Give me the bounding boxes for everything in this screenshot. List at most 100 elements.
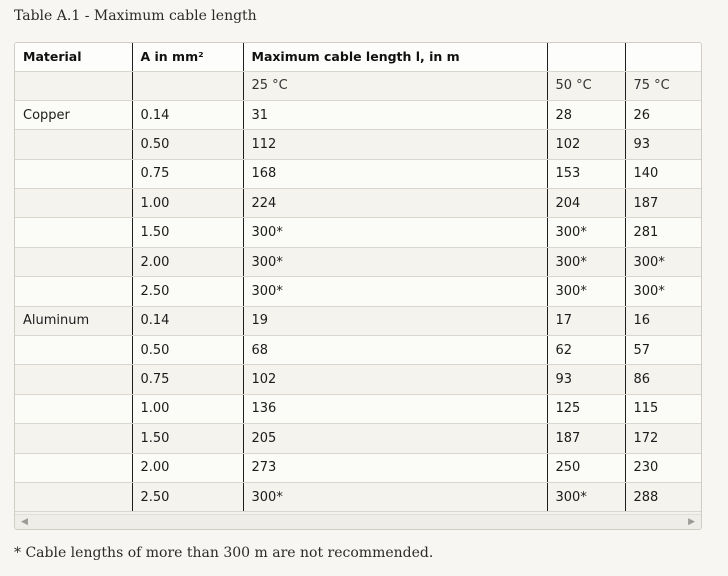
header-empty: [547, 43, 626, 72]
cell-material: [15, 129, 133, 160]
cell-area: 1.00: [132, 188, 244, 219]
temp-cell-empty: [15, 71, 133, 101]
table-row: 0.75 102 93 86: [15, 364, 701, 395]
cell-length-50c: 93: [547, 364, 626, 395]
cell-length-75c: 140: [625, 159, 701, 190]
header-material: Material: [15, 43, 133, 72]
temperature-row: 25 °C 50 °C 75 °C: [15, 71, 701, 101]
table-row: 0.50 68 62 57: [15, 335, 701, 366]
table-row: Copper 0.14 31 28 26: [15, 100, 701, 131]
cell-length-50c: 204: [547, 188, 626, 219]
cell-length-75c: 172: [625, 423, 701, 454]
cell-material: [15, 364, 133, 395]
cell-material: [15, 247, 133, 278]
cell-length-75c: 26: [625, 100, 701, 131]
cell-area: 1.50: [132, 217, 244, 248]
cell-length-25c: 300*: [243, 482, 548, 513]
cell-length-75c: 187: [625, 188, 701, 219]
cell-length-25c: 168: [243, 159, 548, 190]
cell-length-50c: 28: [547, 100, 626, 131]
cell-length-50c: 300*: [547, 247, 626, 278]
table-row: 0.50 112 102 93: [15, 129, 701, 160]
cell-length-25c: 273: [243, 453, 548, 483]
cell-area: 0.14: [132, 306, 244, 337]
cell-length-25c: 31: [243, 100, 548, 131]
cell-material: Aluminum: [15, 306, 133, 337]
horizontal-scrollbar[interactable]: ◀ ▶: [15, 514, 701, 529]
cell-area: 0.50: [132, 129, 244, 160]
cell-length-50c: 17: [547, 306, 626, 337]
cell-length-25c: 136: [243, 394, 548, 425]
temp-25: 25 °C: [243, 71, 548, 101]
cell-material: [15, 159, 133, 190]
scroll-left-arrow-icon[interactable]: ◀: [21, 517, 28, 527]
cable-length-table: Material A in mm² Maximum cable length l…: [15, 43, 701, 513]
cell-area: 2.50: [132, 482, 244, 513]
table-caption: Table A.1 - Maximum cable length: [14, 8, 257, 24]
temp-cell-empty: [132, 71, 244, 101]
cell-material: [15, 335, 133, 366]
cell-length-75c: 230: [625, 453, 701, 483]
table-row: 2.00 300* 300* 300*: [15, 247, 701, 278]
cell-area: 2.00: [132, 247, 244, 278]
table-row: 1.50 205 187 172: [15, 423, 701, 454]
cell-length-50c: 250: [547, 453, 626, 483]
cell-length-75c: 86: [625, 364, 701, 395]
cell-area: 2.50: [132, 276, 244, 307]
cell-length-25c: 112: [243, 129, 548, 160]
cell-area: 1.50: [132, 423, 244, 454]
cell-area: 0.75: [132, 364, 244, 395]
cell-material: [15, 423, 133, 454]
table-row: 2.50 300* 300* 300*: [15, 276, 701, 307]
table-row: 2.50 300* 300* 288: [15, 482, 701, 513]
table-row: Aluminum 0.14 19 17 16: [15, 306, 701, 337]
cell-material: [15, 276, 133, 307]
cell-length-50c: 62: [547, 335, 626, 366]
cell-length-25c: 224: [243, 188, 548, 219]
cell-length-75c: 115: [625, 394, 701, 425]
cell-length-75c: 288: [625, 482, 701, 513]
cell-length-25c: 300*: [243, 276, 548, 307]
table-scroll-container[interactable]: Material A in mm² Maximum cable length l…: [14, 42, 702, 530]
cell-length-25c: 300*: [243, 247, 548, 278]
cell-length-75c: 16: [625, 306, 701, 337]
temp-75: 75 °C: [625, 71, 701, 101]
cell-material: [15, 482, 133, 513]
cell-length-75c: 93: [625, 129, 701, 160]
cell-area: 0.14: [132, 100, 244, 131]
cell-length-50c: 300*: [547, 217, 626, 248]
cell-area: 1.00: [132, 394, 244, 425]
table-row: 1.00 224 204 187: [15, 188, 701, 219]
cell-length-50c: 102: [547, 129, 626, 160]
cell-length-50c: 153: [547, 159, 626, 190]
table-row: 1.00 136 125 115: [15, 394, 701, 425]
table-row: 1.50 300* 300* 281: [15, 217, 701, 248]
cell-material: [15, 394, 133, 425]
cell-length-75c: 300*: [625, 276, 701, 307]
cell-length-25c: 300*: [243, 217, 548, 248]
cell-area: 0.50: [132, 335, 244, 366]
cell-length-25c: 102: [243, 364, 548, 395]
footnote: * Cable lengths of more than 300 m are n…: [14, 545, 434, 561]
cell-length-75c: 281: [625, 217, 701, 248]
cell-length-50c: 300*: [547, 482, 626, 513]
temp-50: 50 °C: [547, 71, 626, 101]
cell-length-75c: 57: [625, 335, 701, 366]
cell-length-25c: 68: [243, 335, 548, 366]
cell-length-25c: 19: [243, 306, 548, 337]
cell-area: 2.00: [132, 453, 244, 483]
cell-length-75c: 300*: [625, 247, 701, 278]
scroll-right-arrow-icon[interactable]: ▶: [688, 517, 695, 527]
header-area: A in mm²: [132, 43, 244, 72]
cell-material: Copper: [15, 100, 133, 131]
cell-length-50c: 300*: [547, 276, 626, 307]
cell-material: [15, 453, 133, 483]
cell-length-50c: 187: [547, 423, 626, 454]
cell-material: [15, 217, 133, 248]
header-empty: [625, 43, 701, 72]
cell-length-25c: 205: [243, 423, 548, 454]
table-row: 0.75 168 153 140: [15, 159, 701, 190]
table-header-row: Material A in mm² Maximum cable length l…: [15, 43, 701, 72]
header-max-length: Maximum cable length l, in m: [243, 43, 548, 72]
cell-length-50c: 125: [547, 394, 626, 425]
